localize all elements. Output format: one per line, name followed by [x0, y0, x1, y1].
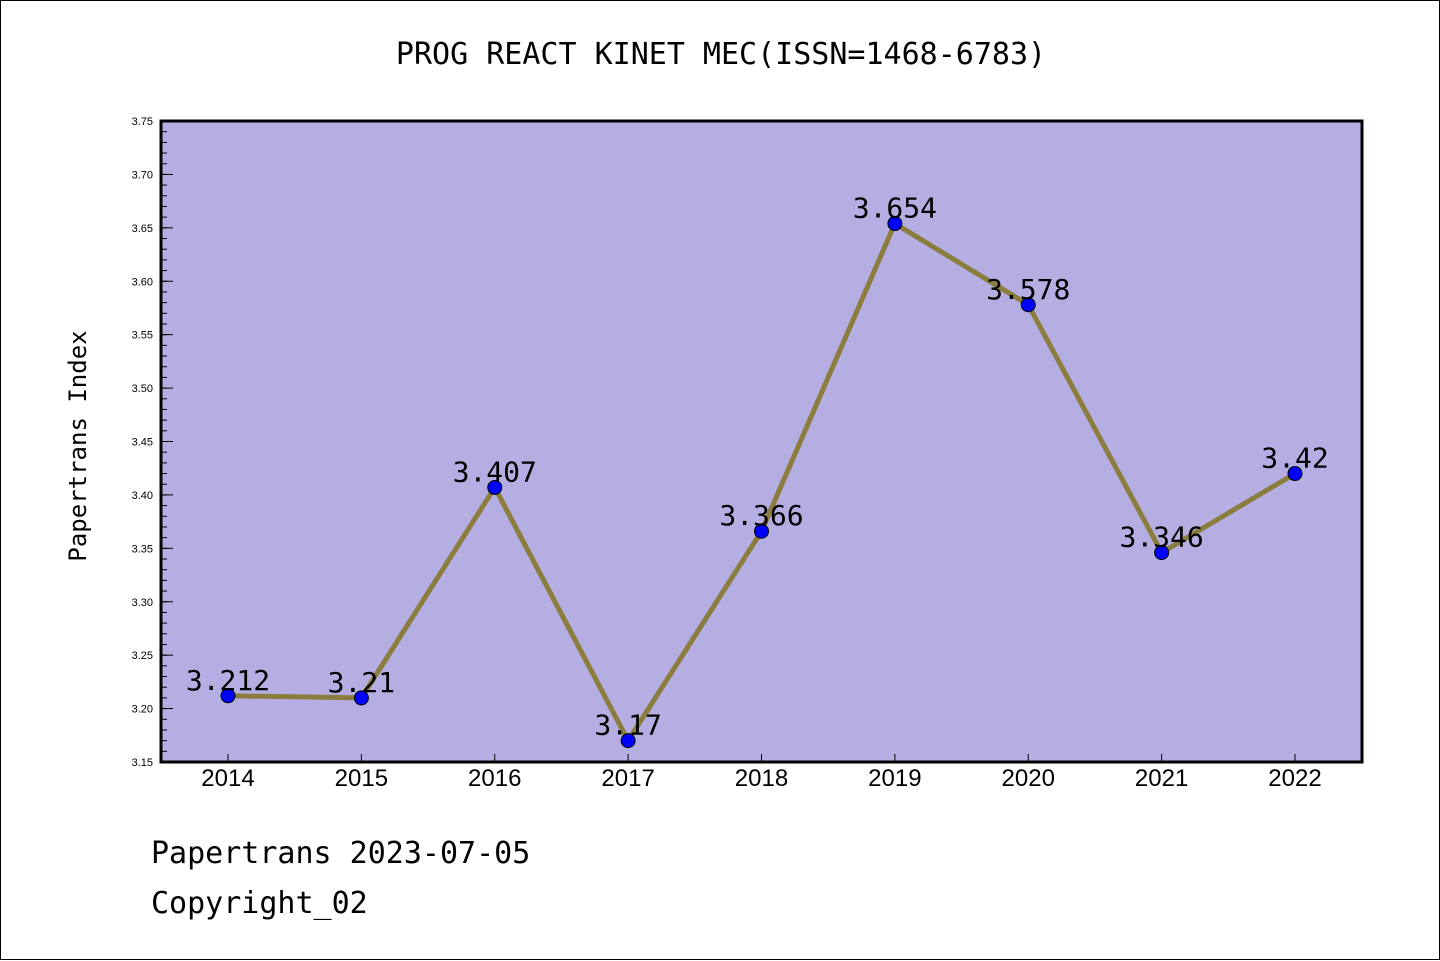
data-label: 3.42 [1261, 442, 1328, 475]
data-label: 3.17 [594, 709, 661, 742]
data-label: 3.578 [986, 273, 1070, 306]
plot-area [161, 121, 1362, 762]
y-tick-label: 3.65 [132, 223, 153, 235]
y-tick-label: 3.45 [132, 437, 153, 449]
y-tick-label: 3.75 [132, 116, 153, 128]
x-tick-label: 2016 [468, 765, 521, 792]
data-point [887, 216, 903, 232]
data-point [1020, 297, 1036, 313]
data-point [353, 690, 369, 706]
x-tick-label: 2021 [1135, 765, 1188, 792]
data-label: 3.346 [1119, 521, 1203, 554]
data-point [754, 523, 769, 539]
data-label: 3.212 [186, 664, 270, 697]
data-point [487, 479, 503, 495]
y-tick-label: 3.25 [132, 650, 153, 662]
data-point [1154, 545, 1170, 561]
data-label-group: 3.212 3.21 3.407 3.17 3.366 3.654 3.578 3.346 3.… [186, 192, 1329, 742]
data-label: 3.654 [853, 192, 937, 225]
y-tick-label: 3.50 [132, 383, 153, 395]
data-point [620, 733, 636, 749]
x-tick-label: 2020 [1002, 765, 1055, 792]
y-tick-label: 3.40 [132, 490, 153, 502]
x-tick-label: 2015 [335, 765, 388, 792]
data-label: 3.21 [328, 666, 395, 699]
x-tick-label: 2018 [735, 765, 788, 792]
series-marker-group [220, 216, 1303, 749]
y-tick-label: 3.35 [132, 543, 153, 555]
data-point [220, 688, 236, 704]
y-axis-ticks: 3.15 3.20 3.25 3.30 3.35 3.40 3.45 3.50 3.55 3.60… [132, 116, 173, 769]
y-tick-label: 3.55 [132, 330, 153, 342]
footer-date: Papertrans 2023-07-05 [151, 836, 531, 871]
y-tick-label: 3.70 [132, 169, 153, 181]
x-tick-label: 2014 [201, 765, 254, 792]
x-axis-ticks: 2014 2015 2016 2017 2018 2019 2020 2021 2022 [201, 754, 1322, 792]
x-tick-label: 2017 [601, 765, 654, 792]
x-tick-label: 2022 [1268, 765, 1321, 792]
footer-copyright: Copyright_02 [151, 886, 368, 921]
y-tick-label: 3.15 [132, 757, 153, 769]
y-tick-label: 3.60 [132, 276, 153, 288]
data-label: 3.366 [719, 499, 803, 532]
data-label: 3.407 [453, 455, 537, 488]
y-tick-label: 3.30 [132, 597, 153, 609]
plot-border [159, 119, 1364, 764]
x-tick-label: 2019 [868, 765, 921, 792]
y-tick-label: 3.20 [132, 704, 153, 716]
data-point [1287, 466, 1303, 482]
chart-title: PROG REACT KINET MEC(ISSN=1468-6783) [395, 37, 1047, 72]
